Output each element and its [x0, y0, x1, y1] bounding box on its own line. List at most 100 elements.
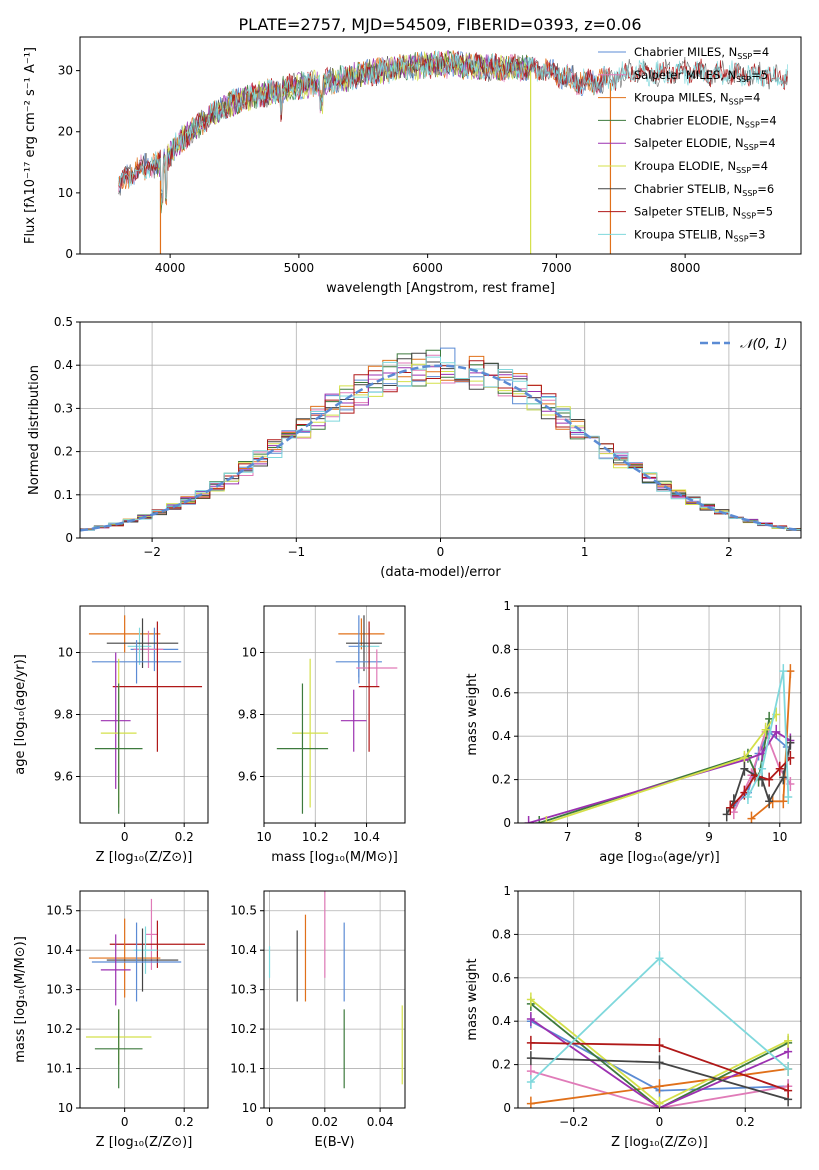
plot-area — [85, 898, 206, 1089]
x-axis-label: Z [log₁₀(Z/Z⊙)] — [96, 850, 193, 865]
spectrum-series-line — [118, 50, 788, 206]
y-axis-label: mass [log₁₀(M/M⊙)] — [13, 936, 28, 1063]
y-axis-label: mass weight — [465, 673, 480, 755]
histogram-step-line — [80, 360, 801, 533]
spectrum-series-line — [118, 52, 788, 202]
errorbar-point — [276, 683, 329, 814]
weight-marker — [655, 951, 664, 966]
spectrum-legend: Chabrier MILES, NSSP=4 Salpeter MILES, NS… — [598, 45, 777, 243]
weight-marker — [526, 992, 535, 1007]
y-tick-label: 0.4 — [54, 358, 73, 372]
weight-marker — [786, 735, 795, 750]
errorbar-point — [106, 618, 179, 668]
y-tick-label: 0 — [503, 1101, 511, 1115]
y-tick-label: 10.5 — [230, 904, 257, 918]
legend-label: Chabrier MILES, NSSP=4 — [634, 45, 769, 61]
axes-frame — [517, 890, 802, 1109]
y-tick-label: 10.5 — [46, 904, 73, 918]
x-tick-label: 6000 — [412, 261, 443, 275]
x-tick-label: 7 — [564, 830, 572, 844]
errorbar-point — [100, 652, 131, 789]
x-tick-label: 10 — [256, 830, 271, 844]
normal-reference-curve — [80, 364, 801, 532]
weight-marker — [542, 816, 551, 823]
y-tick-label: 0 — [65, 247, 73, 261]
weight-marker — [722, 807, 731, 822]
y-tick-label: 10.1 — [46, 1062, 73, 1076]
y-tick-label: 10.1 — [230, 1062, 257, 1076]
figure-title: PLATE=2757, MJD=54509, FIBERID=0393, z=0… — [238, 15, 641, 34]
x-axis-label: Z [log₁₀(Z/Z⊙)] — [611, 1135, 708, 1150]
y-tick-label: 10.4 — [46, 943, 73, 957]
panel-EBV-mass: 0 0.02 0.04 10 10.1 10.2 10.3 10.4 10.5 E(B-V) — [230, 890, 406, 1150]
errorbar-point — [292, 658, 329, 808]
x-tick-label: −0.2 — [559, 1115, 588, 1129]
weight-marker — [526, 1035, 535, 1050]
y-tick-label: 10.2 — [230, 1022, 257, 1036]
legend-label: 𝒩(0, 1) — [740, 337, 787, 352]
axes-frame — [263, 890, 406, 1109]
x-tick-label: −2 — [143, 545, 161, 559]
weight-marker — [784, 1033, 793, 1048]
errorbar-point — [94, 683, 143, 814]
weight-marker — [747, 811, 756, 823]
errorbar-point — [88, 918, 161, 998]
x-axis-label: mass [log₁₀(M/M⊙)] — [271, 850, 398, 865]
x-axis-label: wavelength [Angstrom, rest frame] — [326, 281, 555, 296]
x-tick-label: 0.2 — [175, 830, 194, 844]
y-tick-label: 10 — [242, 646, 257, 660]
x-tick-label: 9 — [705, 830, 713, 844]
weight-marker — [775, 761, 784, 776]
x-axis-label: E(B-V) — [314, 1135, 354, 1150]
weight-marker — [784, 1061, 793, 1076]
x-tick-label: 10.4 — [353, 830, 380, 844]
weight-marker — [526, 1074, 535, 1089]
y-tick-label: 10.2 — [46, 1022, 73, 1036]
legend-label: Salpeter ELODIE, NSSP=4 — [634, 136, 776, 152]
errorbar-point — [340, 689, 367, 752]
legend-label: Kroupa STELIB, NSSP=3 — [634, 227, 765, 243]
x-axis-label: Z [log₁₀(Z/Z⊙)] — [96, 1135, 193, 1150]
x-tick-label: 4000 — [155, 261, 186, 275]
x-tick-label: 0.04 — [367, 1115, 394, 1129]
weight-marker — [526, 1051, 535, 1066]
y-tick-label: 0.6 — [492, 686, 511, 700]
y-tick-label: 0.2 — [54, 445, 73, 459]
y-tick-label: 10 — [242, 1101, 257, 1115]
x-tick-label: 0 — [266, 1115, 274, 1129]
plot-area — [268, 891, 403, 1089]
plot-area — [80, 347, 801, 533]
y-axis-label: Normed distribution — [27, 365, 42, 495]
plot-area — [524, 664, 795, 823]
x-tick-label: 0 — [121, 1115, 129, 1129]
legend-label: Kroupa ELODIE, NSSP=4 — [634, 159, 768, 175]
weight-marker — [743, 789, 752, 804]
x-tick-label: −1 — [287, 545, 305, 559]
y-tick-label: 0.3 — [54, 401, 73, 415]
legend-label: Kroupa MILES, NSSP=4 — [634, 91, 760, 107]
weight-marker — [779, 664, 788, 679]
y-tick-label: 10 — [58, 1101, 73, 1115]
y-tick-label: 0.2 — [492, 1058, 511, 1072]
x-tick-label: 2 — [725, 545, 733, 559]
weight-marker — [655, 1079, 664, 1094]
weight-series-line — [750, 671, 792, 820]
y-tick-label: 0.2 — [492, 773, 511, 787]
panel-Z-weight: −0.2 0 0.2 0 0.2 0.4 0.6 0.8 1 Z [log₁₀(Z/Z⊙)] mas… — [465, 884, 802, 1150]
axes-frame — [79, 890, 209, 1109]
x-tick-label: 0 — [656, 1115, 664, 1129]
errorbar-point — [91, 640, 182, 684]
errorbar-point — [91, 922, 182, 1002]
weight-series-line — [546, 713, 777, 823]
plot-area — [118, 50, 788, 254]
panel-spectrum: 4000 5000 6000 7000 8000 0 10 20 30 wavelength [A… — [23, 36, 802, 296]
weight-marker — [772, 724, 781, 739]
y-tick-label: 10 — [58, 646, 73, 660]
weight-marker — [765, 772, 774, 787]
axes-frame — [263, 605, 406, 824]
y-tick-label: 0.1 — [54, 488, 73, 502]
weight-marker — [751, 768, 760, 783]
weight-marker — [784, 1083, 793, 1098]
x-tick-label: 0.02 — [311, 1115, 338, 1129]
